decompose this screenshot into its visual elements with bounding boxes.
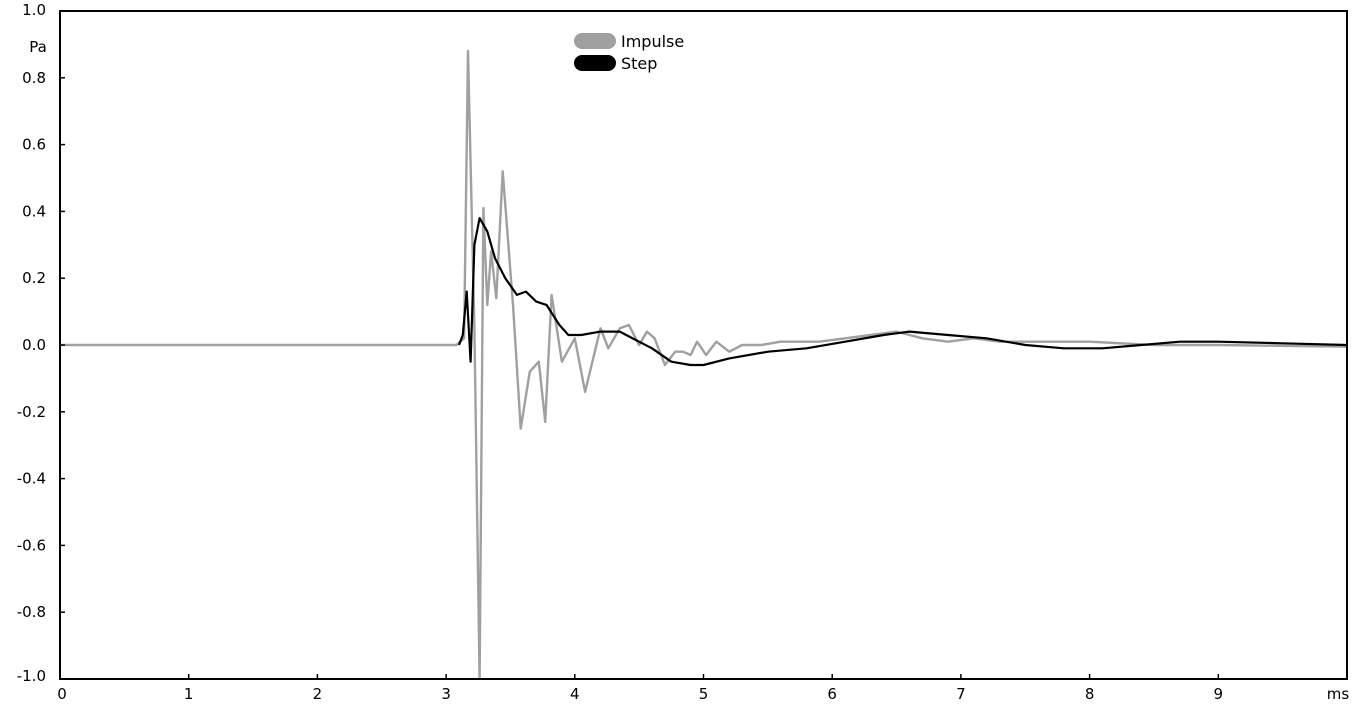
y-tick-label: 0.2 <box>22 269 46 287</box>
series-line-step <box>457 217 1348 367</box>
y-tick-label: -0.8 <box>17 603 46 621</box>
x-tick-label: 2 <box>313 685 323 703</box>
legend-swatch-step <box>574 55 616 71</box>
x-tick-label: 0 <box>57 685 67 703</box>
series-line-impulse <box>60 49 1348 681</box>
x-axis-ticks: 0 1 2 3 4 5 6 7 8 9 <box>57 674 1223 703</box>
y-tick-label: -1.0 <box>17 667 46 685</box>
y-tick-label: 0.6 <box>22 136 46 154</box>
series-layer <box>60 49 1348 681</box>
x-tick-label: 6 <box>827 685 837 703</box>
x-axis-unit: ms <box>1327 685 1350 703</box>
x-tick-label: 1 <box>184 685 194 703</box>
x-tick-label: 8 <box>1085 685 1095 703</box>
y-tick-label: 0.4 <box>22 202 46 220</box>
x-tick-label: 4 <box>570 685 580 703</box>
y-tick-label: -0.4 <box>17 470 46 488</box>
x-tick-label: 3 <box>441 685 451 703</box>
y-tick-label: -0.2 <box>17 403 46 421</box>
x-tick-label: 5 <box>699 685 709 703</box>
y-tick-label: 0.8 <box>22 69 46 87</box>
legend-label-impulse: Impulse <box>621 32 684 51</box>
y-tick-label: 1.0 <box>22 1 46 19</box>
y-tick-label: -0.6 <box>17 536 46 554</box>
x-tick-label: 9 <box>1214 685 1224 703</box>
x-tick-label: 7 <box>956 685 966 703</box>
legend: Impulse Step <box>574 32 684 73</box>
legend-swatch-impulse <box>574 33 616 49</box>
legend-label-step: Step <box>621 54 657 73</box>
y-axis-ticks: 1.0 0.8 0.6 0.4 0.2 0.0 -0.2 -0.4 -0.6 -0.8 -1.0 <box>17 1 65 685</box>
y-axis-unit: Pa <box>29 38 47 56</box>
y-tick-label: 0.0 <box>22 336 46 354</box>
